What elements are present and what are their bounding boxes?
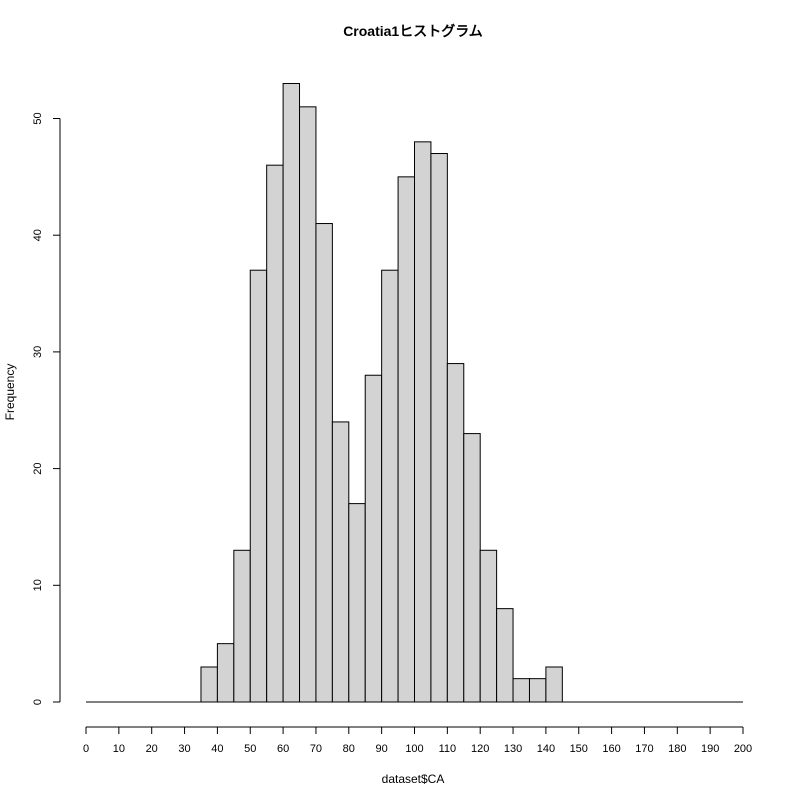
- y-tick-label: 0: [32, 699, 44, 705]
- histogram-bar: [348, 503, 366, 703]
- y-tick-label: 40: [32, 229, 44, 241]
- histogram-bar: [200, 666, 218, 703]
- x-tick-label: 110: [439, 743, 457, 755]
- x-tick-label: 130: [504, 743, 522, 755]
- bars-group: [200, 82, 563, 703]
- x-tick-label: 140: [537, 743, 555, 755]
- x-tick-label: 30: [178, 743, 190, 755]
- histogram-bar: [233, 549, 251, 703]
- histogram-bar: [216, 643, 235, 703]
- histogram-bar: [249, 269, 268, 703]
- x-tick-label: 180: [668, 743, 686, 755]
- histogram-bar: [282, 82, 301, 703]
- x-tick-label: 170: [635, 743, 653, 755]
- chart-title: Croatia1ヒストグラム: [343, 23, 483, 39]
- histogram-bar: [315, 223, 333, 703]
- histogram-bar: [381, 269, 399, 703]
- histogram-bar: [331, 421, 350, 703]
- histogram-bar: [430, 153, 448, 703]
- histogram-bar: [545, 666, 563, 703]
- y-tick-label: 30: [32, 346, 44, 358]
- y-tick-label: 10: [32, 579, 44, 591]
- histogram-bar: [397, 176, 416, 703]
- x-tick-label: 120: [471, 743, 489, 755]
- x-tick-label: 20: [146, 743, 158, 755]
- histogram-bar: [528, 678, 547, 703]
- histogram-bar: [364, 374, 383, 703]
- x-tick-label: 80: [343, 743, 355, 755]
- x-tick-label: 0: [83, 743, 89, 755]
- x-tick-label: 200: [734, 743, 752, 755]
- y-tick-label: 50: [32, 112, 44, 124]
- x-tick-label: 160: [602, 743, 620, 755]
- x-tick-label: 100: [405, 743, 423, 755]
- histogram-bar: [414, 141, 432, 703]
- y-axis-label: Frequency: [3, 364, 17, 421]
- x-tick-label: 90: [376, 743, 388, 755]
- x-tick-label: 190: [701, 743, 719, 755]
- histogram-bar: [512, 678, 530, 703]
- x-tick-label: 70: [310, 743, 322, 755]
- histogram-bar: [479, 549, 498, 703]
- y-tick-label: 20: [32, 462, 44, 474]
- x-tick-label: 40: [211, 743, 223, 755]
- histogram-bar: [496, 608, 514, 703]
- y-axis: 0 10 20 30 40 50: [32, 112, 61, 705]
- x-tick-label: 50: [244, 743, 256, 755]
- x-axis-label: dataset$CA: [382, 772, 445, 786]
- histogram-bar: [446, 363, 465, 703]
- x-tick-label: 150: [570, 743, 588, 755]
- x-tick-label: 10: [113, 743, 125, 755]
- x-tick-label: 60: [277, 743, 289, 755]
- histogram-bar: [299, 106, 317, 703]
- histogram-bar: [463, 433, 481, 703]
- x-axis: 0 10 20 30 40 50 60 70 80 90 100 110 120 130 140 150 160…: [83, 726, 752, 755]
- histogram-bar: [266, 164, 284, 703]
